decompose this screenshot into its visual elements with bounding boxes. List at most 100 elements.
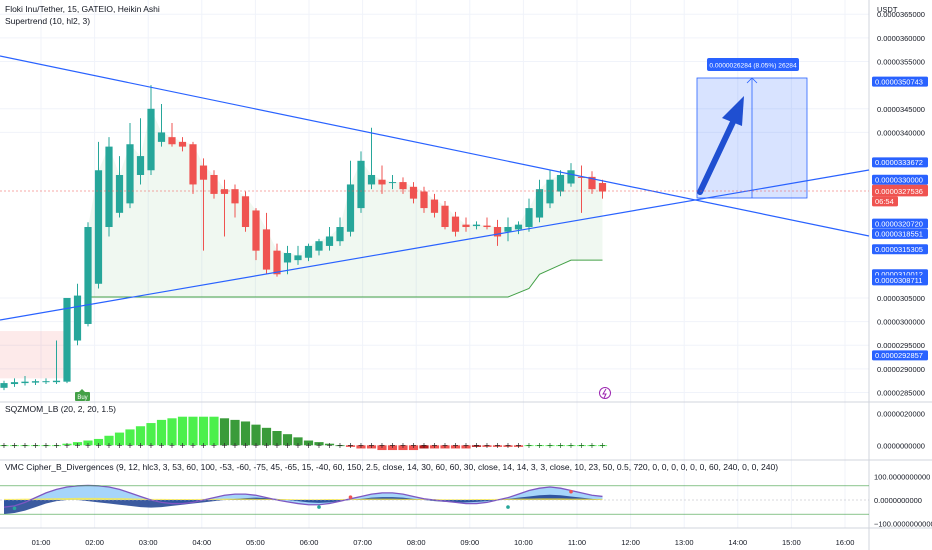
candle-body[interactable] <box>220 189 229 194</box>
candle-body[interactable] <box>556 174 565 192</box>
candle-body[interactable] <box>21 381 29 384</box>
candle-body[interactable] <box>577 176 586 178</box>
candle-body[interactable] <box>262 229 271 270</box>
candle-body[interactable] <box>42 381 50 383</box>
squeeze-marker: + <box>536 441 543 450</box>
supertrend-uptrend-fill <box>88 108 603 298</box>
candle-body[interactable] <box>525 208 533 228</box>
candle-body[interactable] <box>504 227 512 232</box>
candle-body[interactable] <box>451 216 460 232</box>
candle-body[interactable] <box>420 191 428 209</box>
candle-body[interactable] <box>336 227 344 242</box>
squeeze-marker: + <box>421 441 428 450</box>
candle-body[interactable] <box>10 382 19 385</box>
candle-body[interactable] <box>73 295 82 341</box>
price-tick-label: 0.0000345000 <box>877 105 925 114</box>
squeeze-marker: + <box>22 441 29 450</box>
candle-body[interactable] <box>588 176 596 190</box>
momentum-bar <box>9 445 20 447</box>
price-range-measure[interactable]: 0.0000026284 (8.05%) 26284 <box>696 58 808 199</box>
cipher-axis-label: 0.0000000000 <box>874 496 922 505</box>
candle-body[interactable] <box>136 156 145 175</box>
squeeze-marker: + <box>43 441 50 450</box>
candle-body[interactable] <box>409 186 418 199</box>
candle-body[interactable] <box>388 182 397 184</box>
descending-trendline[interactable] <box>0 55 870 237</box>
candle-body[interactable] <box>63 297 71 382</box>
candle-body[interactable] <box>231 189 239 204</box>
momentum-bar <box>93 438 104 446</box>
candle-body[interactable] <box>367 174 376 185</box>
candle-body[interactable] <box>325 236 334 246</box>
time-axis[interactable]: 01:00 02:00 03:00 04:00 05:00 06:00 07:00 08:00… <box>32 538 855 547</box>
candle-body[interactable] <box>430 199 439 213</box>
price-axis[interactable]: 0.0000365000 0.0000360000 0.0000355000 0.00… <box>877 10 925 397</box>
symbol-title[interactable]: Floki Inu/Tether, 15, GATEIO, Heikin Ash… <box>5 4 160 14</box>
momentum-bar <box>41 445 51 447</box>
candle-body[interactable] <box>315 241 323 251</box>
candle-body[interactable] <box>567 170 575 184</box>
trend-arrow[interactable] <box>697 96 744 195</box>
price-tick-label: 0.0000355000 <box>877 57 925 66</box>
momentum-bar <box>366 445 377 449</box>
candle-body[interactable] <box>252 210 260 251</box>
momentum-bar <box>482 445 492 447</box>
time-tick-label: 07:00 <box>353 538 372 547</box>
price-badge-bg <box>872 186 928 197</box>
candle-body[interactable] <box>346 184 355 232</box>
candle-body[interactable] <box>462 224 470 228</box>
candle-body[interactable] <box>147 108 155 171</box>
squeeze-marker: + <box>452 441 459 450</box>
price-tick-label: 0.0000295000 <box>877 341 925 350</box>
candle-body[interactable] <box>126 144 134 204</box>
candle-body[interactable] <box>157 132 166 142</box>
cipher-title[interactable]: VMC Cipher_B_Divergences (9, 12, hlc3, 3… <box>5 462 778 472</box>
candle-body[interactable] <box>115 174 124 213</box>
candle-body[interactable] <box>378 179 386 185</box>
candle-body[interactable] <box>294 255 302 261</box>
buy-signal[interactable]: Buy <box>75 389 90 401</box>
candle-body[interactable] <box>178 141 187 147</box>
momentum-bar <box>293 437 303 446</box>
candle-body[interactable] <box>399 182 407 190</box>
candle-body[interactable] <box>199 165 208 180</box>
candle-body[interactable] <box>483 225 491 228</box>
supertrend-legend[interactable]: Supertrend (10, hl2, 3) <box>5 16 90 26</box>
candle-body[interactable] <box>52 380 61 383</box>
candle-body[interactable] <box>535 189 544 218</box>
price-badge-bg <box>872 174 928 185</box>
buy-signal-bg <box>75 392 90 401</box>
candle-body[interactable] <box>105 146 113 228</box>
candle-body[interactable] <box>273 250 281 275</box>
momentum-bar <box>492 445 503 447</box>
momentum-bar <box>408 445 419 451</box>
candle-body[interactable] <box>31 381 40 383</box>
candle-body[interactable] <box>241 196 250 228</box>
squeeze-title[interactable]: SQZMOM_LB (20, 2, 20, 1.5) <box>5 404 116 414</box>
candle-body[interactable] <box>304 245 313 258</box>
candle-body[interactable] <box>210 174 218 194</box>
candle-body[interactable] <box>84 227 92 324</box>
candle-body[interactable] <box>514 224 523 230</box>
candle-body[interactable] <box>441 205 449 228</box>
price-badge-label: 0.0000318551 <box>875 230 923 239</box>
candle-body[interactable] <box>598 183 607 192</box>
squeeze-marker: + <box>95 441 102 450</box>
price-badge-label: 0.0000330000 <box>875 176 923 185</box>
candle-body[interactable] <box>189 144 197 185</box>
candle-body[interactable] <box>357 160 365 209</box>
candle-body[interactable] <box>168 137 176 145</box>
supertrend-layer <box>0 108 603 379</box>
ascending-trendline[interactable] <box>0 169 870 321</box>
squeeze-marker: + <box>400 441 407 450</box>
candle-body[interactable] <box>472 224 481 227</box>
buy-signal-pointer <box>79 389 85 392</box>
squeeze-marker: + <box>473 441 480 450</box>
candle-body[interactable] <box>546 179 554 204</box>
candle-body[interactable] <box>283 253 292 263</box>
candle-body[interactable] <box>0 383 8 388</box>
candle-body[interactable] <box>493 227 502 237</box>
candle-body[interactable] <box>94 170 103 284</box>
lightning-icon[interactable] <box>599 387 611 399</box>
